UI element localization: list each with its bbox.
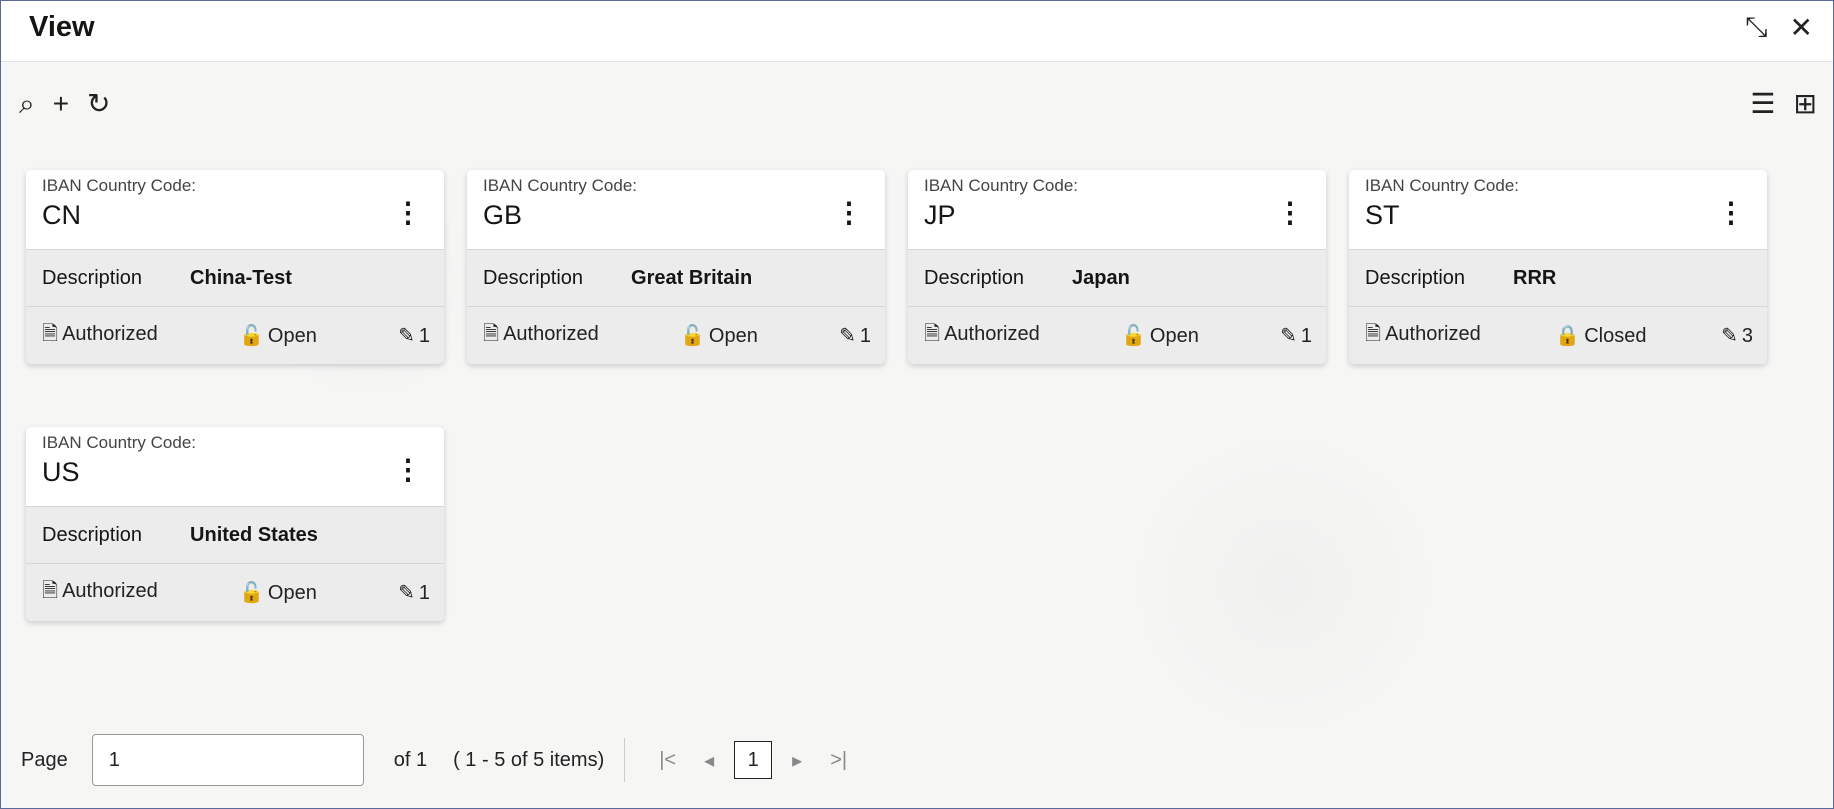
card-label: IBAN Country Code: [924, 176, 1079, 195]
modification-count: ✎ 1 [839, 323, 871, 348]
edit-icon: ✎ [398, 582, 415, 604]
card[interactable]: IBAN Country Code: US ⋮ Description Unite… [26, 427, 444, 621]
description-label: Description [483, 266, 584, 289]
main-content: ⌕ + ↻ ☰ ⊞ IBAN Country Code: CN ⋮ Descri… [1, 62, 1833, 808]
lock-status: 🔓 Open [680, 323, 758, 348]
more-options-icon[interactable]: ⋮ [394, 454, 422, 485]
card-code: GB [483, 200, 523, 230]
description-value: RRR [1513, 266, 1557, 289]
card[interactable]: IBAN Country Code: GB ⋮ Description Great… [467, 170, 885, 364]
page-count: of 1 [393, 748, 428, 771]
modification-number: 1 [859, 325, 871, 347]
edit-icon: ✎ [1721, 325, 1738, 347]
card-code: ST [1365, 200, 1400, 230]
card[interactable]: IBAN Country Code: JP ⋮ Description Japan… [908, 170, 1326, 364]
minimize-icon[interactable]: ⤡ [1745, 11, 1768, 42]
lock-icon: 🔒 [1555, 325, 1581, 347]
more-options-icon[interactable]: ⋮ [835, 197, 863, 228]
page-input[interactable]: 1 [91, 734, 364, 786]
pagination: Page 1 of 1 ( 1 - 5 of 5 items) |< ◂ 1 ▸… [21, 734, 861, 786]
edit-icon: ✎ [839, 325, 856, 347]
lock-status-text: Open [267, 582, 317, 604]
edit-icon: ✎ [398, 325, 415, 347]
card-label: IBAN Country Code: [1365, 176, 1520, 195]
next-page-icon[interactable]: ▸ [792, 749, 803, 772]
modification-count: ✎ 1 [398, 580, 430, 605]
card-code: JP [924, 200, 956, 230]
modification-number: 1 [418, 325, 430, 347]
lock-status: 🔓 Open [239, 580, 317, 605]
auth-status: 🗎 Authorized [483, 319, 599, 353]
item-range: ( 1 - 5 of 5 items) [453, 748, 605, 771]
lock-status-text: Open [708, 325, 758, 347]
description-value: United States [190, 523, 318, 546]
lock-status-text: Open [1149, 325, 1199, 347]
refresh-icon[interactable]: ↻ [87, 88, 111, 119]
unlock-icon: 🔓 [238, 582, 264, 604]
unlock-icon: 🔓 [679, 325, 705, 347]
page-label: Page [21, 748, 68, 771]
description-value: China-Test [190, 266, 292, 289]
last-page-icon[interactable]: >| [830, 748, 848, 771]
page-title: View [29, 11, 95, 43]
lock-status: 🔓 Open [1121, 323, 1199, 348]
modification-number: 3 [1741, 325, 1753, 347]
current-page-button[interactable]: 1 [734, 741, 773, 779]
auth-status-text: Authorized [62, 579, 158, 602]
authorized-icon: 🗎 [1365, 322, 1382, 345]
card[interactable]: IBAN Country Code: ST ⋮ Description RRR 🗎… [1349, 170, 1767, 364]
card-label: IBAN Country Code: [42, 433, 197, 452]
modification-number: 1 [1300, 325, 1312, 347]
prev-page-icon[interactable]: ◂ [704, 749, 715, 772]
edit-icon: ✎ [1280, 325, 1297, 347]
authorized-icon: 🗎 [42, 322, 59, 345]
modification-count: ✎ 3 [1721, 323, 1753, 348]
auth-status: 🗎 Authorized [42, 319, 158, 353]
grid-view-icon[interactable]: ⊞ [1793, 88, 1817, 119]
more-options-icon[interactable]: ⋮ [1276, 197, 1304, 228]
modification-count: ✎ 1 [398, 323, 430, 348]
auth-status-text: Authorized [503, 322, 599, 345]
lock-status-text: Closed [1584, 325, 1647, 347]
card-label: IBAN Country Code: [42, 176, 197, 195]
more-options-icon[interactable]: ⋮ [394, 197, 422, 228]
description-label: Description [42, 523, 143, 546]
more-options-icon[interactable]: ⋮ [1717, 197, 1745, 228]
description-label: Description [42, 266, 143, 289]
card-code: US [42, 457, 80, 487]
description-label: Description [1365, 266, 1466, 289]
auth-status: 🗎 Authorized [924, 319, 1040, 353]
add-icon[interactable]: + [52, 88, 70, 119]
divider [624, 738, 626, 782]
search-icon[interactable]: ⌕ [19, 88, 35, 119]
description-label: Description [924, 266, 1025, 289]
unlock-icon: 🔓 [1120, 325, 1146, 347]
auth-status-text: Authorized [62, 322, 158, 345]
card[interactable]: IBAN Country Code: CN ⋮ Description China… [26, 170, 444, 364]
unlock-icon: 🔓 [238, 325, 264, 347]
card-label: IBAN Country Code: [483, 176, 638, 195]
authorized-icon: 🗎 [924, 322, 941, 345]
close-icon[interactable]: ✕ [1789, 12, 1813, 43]
description-value: Great Britain [631, 266, 753, 289]
authorized-icon: 🗎 [42, 579, 59, 602]
description-value: Japan [1072, 266, 1130, 289]
card-code: CN [42, 200, 81, 230]
auth-status-text: Authorized [1385, 322, 1481, 345]
first-page-icon[interactable]: |< [659, 748, 677, 771]
modification-number: 1 [418, 582, 430, 604]
header: View ⤡ ✕ [1, 1, 1833, 62]
auth-status-text: Authorized [944, 322, 1040, 345]
lock-status: 🔒 Closed [1555, 323, 1646, 348]
lock-status-text: Open [267, 325, 317, 347]
auth-status: 🗎 Authorized [1365, 319, 1481, 353]
list-view-icon[interactable]: ☰ [1750, 88, 1776, 119]
modification-count: ✎ 1 [1280, 323, 1312, 348]
auth-status: 🗎 Authorized [42, 576, 158, 610]
authorized-icon: 🗎 [483, 322, 500, 345]
lock-status: 🔓 Open [239, 323, 317, 348]
